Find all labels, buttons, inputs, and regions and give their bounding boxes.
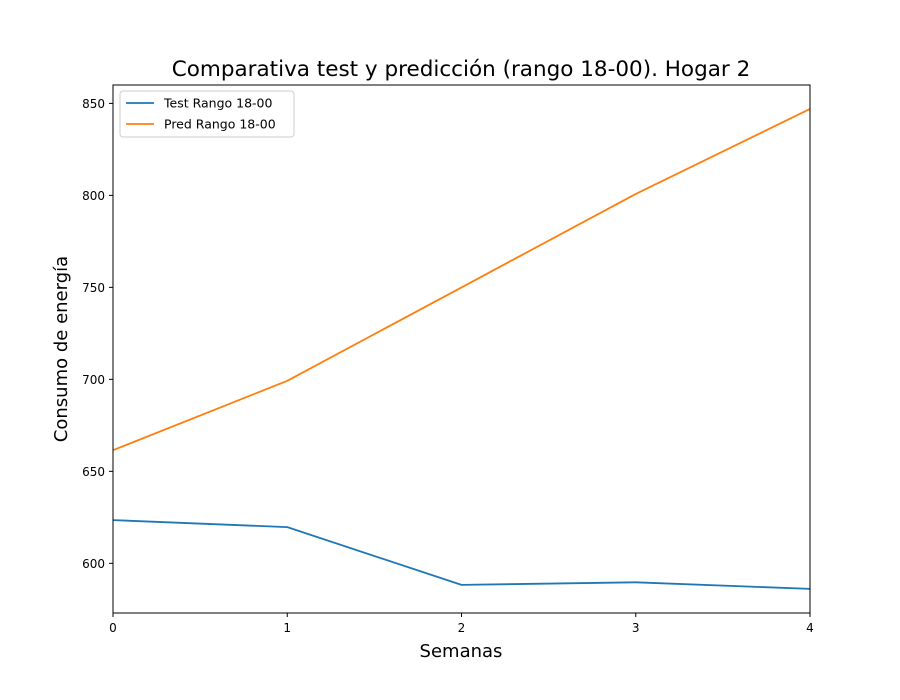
series-line-1 <box>112 108 811 452</box>
x-tick-label: 1 <box>283 621 291 635</box>
y-tick-label: 700 <box>82 373 105 387</box>
axes-layer: 0 1 2 3 4 600 650 700 750 800 850 <box>82 84 814 635</box>
y-tick-label: 650 <box>82 465 105 479</box>
y-tick-label: 750 <box>82 281 105 295</box>
plot-frame <box>112 84 811 614</box>
x-tick-label: 2 <box>458 621 466 635</box>
legend-box <box>119 90 295 138</box>
y-tick-label: 850 <box>82 97 105 111</box>
series-line-0 <box>112 519 811 590</box>
x-tick-label: 4 <box>806 621 814 635</box>
x-axis-label: Semanas <box>420 641 503 662</box>
x-tick-label: 0 <box>109 621 117 635</box>
chart-title: Comparativa test y predicción (rango 18-… <box>172 57 751 82</box>
series-layer <box>112 108 811 590</box>
y-tick-label: 800 <box>82 189 105 203</box>
legend: Test Rango 18-00 Pred Rango 18-00 <box>119 90 295 138</box>
y-tick-label: 600 <box>82 557 105 571</box>
x-tick-label: 3 <box>632 621 640 635</box>
legend-entry-0: Test Rango 18-00 <box>163 96 273 111</box>
y-axis-label: Consumo de energía <box>51 256 72 442</box>
legend-entry-1: Pred Rango 18-00 <box>164 117 276 132</box>
